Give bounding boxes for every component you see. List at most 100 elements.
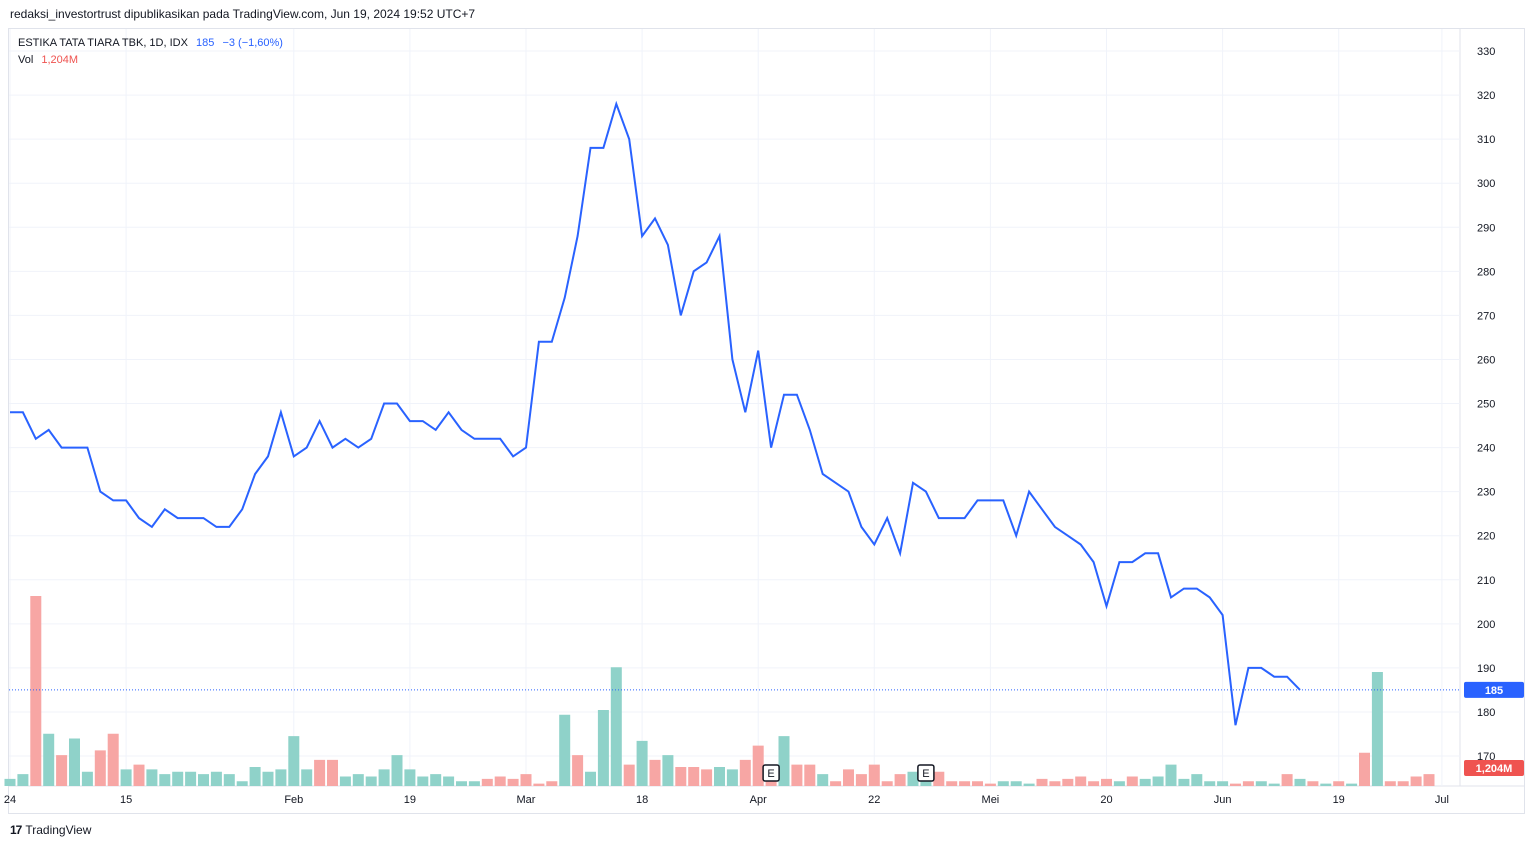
y-tick-label: 300 bbox=[1477, 178, 1495, 190]
volume-bar bbox=[43, 733, 55, 786]
volume-bar bbox=[778, 736, 790, 786]
y-tick-label: 280 bbox=[1477, 266, 1495, 278]
volume-bar bbox=[1423, 774, 1435, 786]
footer-brand[interactable]: 17 TradingView bbox=[10, 823, 91, 837]
volume-bar bbox=[881, 781, 893, 786]
price-line bbox=[10, 100, 1301, 726]
volume-bar bbox=[1359, 752, 1370, 786]
volume-bar bbox=[1346, 783, 1358, 786]
last-price-value: 185 bbox=[196, 37, 215, 49]
earnings-marker-icon bbox=[762, 764, 780, 782]
volume-bar bbox=[1410, 776, 1422, 786]
chart-legend: ESTIKA TATA TIARA TBK, 1D, IDX 185 −3 (−… bbox=[18, 35, 283, 69]
volume-bar bbox=[17, 774, 29, 786]
volume-bar bbox=[1126, 776, 1138, 786]
x-tick-label: 20 bbox=[1100, 794, 1112, 806]
volume-bar bbox=[146, 769, 158, 786]
volume-bar bbox=[1036, 778, 1048, 786]
volume-bar bbox=[1113, 781, 1125, 786]
volume-bar bbox=[1062, 778, 1074, 786]
volume-bar bbox=[107, 733, 119, 786]
volume-bar bbox=[494, 776, 506, 786]
chart-frame bbox=[8, 28, 1525, 814]
volume-bar bbox=[855, 774, 867, 786]
volume-bar bbox=[1023, 783, 1035, 786]
x-tick-label: 22 bbox=[868, 794, 880, 806]
volume-bar bbox=[172, 771, 184, 786]
price-axis: 1701801902002102202302402502602702802903… bbox=[1477, 46, 1495, 763]
volume-bar bbox=[1088, 781, 1100, 786]
y-tick-label: 260 bbox=[1477, 354, 1495, 366]
volume-bar bbox=[275, 769, 287, 786]
volume-bar bbox=[894, 774, 906, 786]
y-tick-label: 180 bbox=[1477, 707, 1495, 719]
x-tick-label: Jun bbox=[1214, 794, 1232, 806]
volume-bar bbox=[327, 759, 338, 786]
x-tick-label: Mar bbox=[517, 794, 536, 806]
earnings-marker-icon bbox=[917, 764, 935, 782]
tradingview-brand-text: TradingView bbox=[25, 823, 92, 837]
volume-bar bbox=[210, 771, 222, 786]
volume-bar bbox=[714, 767, 725, 786]
legend-volume-row: Vol 1,204M bbox=[18, 52, 283, 69]
volume-bar bbox=[1139, 778, 1151, 786]
volume-bar bbox=[636, 740, 648, 786]
axis-tags: 185 1,204M bbox=[1464, 681, 1524, 776]
volume-bars bbox=[4, 596, 1435, 786]
y-tick-label: 190 bbox=[1477, 663, 1495, 675]
volume-bar bbox=[933, 771, 945, 786]
volume-bar bbox=[959, 781, 971, 786]
volume-bar bbox=[481, 778, 493, 786]
volume-bar bbox=[726, 769, 738, 786]
x-tick-label: 18 bbox=[636, 794, 648, 806]
volume-bar bbox=[597, 710, 609, 786]
volume-bar bbox=[1320, 783, 1332, 786]
x-tick-label: Feb bbox=[284, 794, 303, 806]
volume-bar bbox=[249, 767, 261, 786]
published-by-text: redaksi_investortrust dipublikasikan pad… bbox=[10, 7, 476, 21]
last-price-tag bbox=[1464, 681, 1524, 698]
volume-bar bbox=[1049, 781, 1061, 786]
volume-bar bbox=[675, 767, 687, 786]
volume-label: Vol bbox=[18, 54, 34, 66]
last-volume-tag bbox=[1464, 760, 1524, 776]
volume-bar bbox=[662, 755, 674, 786]
volume-bar bbox=[1217, 781, 1229, 786]
y-tick-label: 200 bbox=[1477, 619, 1495, 631]
volume-bar bbox=[1152, 776, 1164, 786]
volume-bar bbox=[223, 774, 235, 786]
x-tick-label: 15 bbox=[120, 794, 132, 806]
y-tick-label: 220 bbox=[1477, 531, 1495, 543]
volume-bar bbox=[81, 771, 93, 786]
y-tick-label: 290 bbox=[1477, 222, 1495, 234]
volume-bar bbox=[288, 736, 300, 786]
volume-bar bbox=[365, 776, 377, 786]
earnings-marker-label: E bbox=[922, 768, 929, 780]
volume-bar bbox=[559, 714, 571, 786]
volume-bar bbox=[1307, 781, 1319, 786]
volume-bar bbox=[236, 781, 248, 786]
volume-bar bbox=[94, 750, 106, 786]
volume-bar bbox=[997, 781, 1009, 786]
volume-bar bbox=[1204, 781, 1216, 786]
volume-bar bbox=[1268, 783, 1280, 786]
volume-bar bbox=[1010, 781, 1022, 786]
volume-bar bbox=[1075, 776, 1087, 786]
volume-bar bbox=[417, 776, 429, 786]
volume-bar bbox=[739, 759, 751, 786]
symbol-name: ESTIKA TATA TIARA TBK, 1D, IDX bbox=[18, 37, 188, 49]
volume-bar bbox=[817, 774, 829, 786]
volume-bar bbox=[1191, 774, 1203, 786]
volume-bar bbox=[352, 774, 364, 786]
last-price-tag-text: 185 bbox=[1485, 685, 1503, 697]
volume-bar bbox=[907, 771, 919, 786]
volume-bar bbox=[572, 755, 584, 786]
volume-bar bbox=[1281, 774, 1293, 786]
earnings-marker-label: E bbox=[767, 768, 774, 780]
volume-bar bbox=[752, 745, 764, 786]
volume-bar bbox=[1397, 781, 1409, 786]
volume-bar bbox=[946, 781, 958, 786]
volume-value: 1,204M bbox=[41, 54, 79, 66]
